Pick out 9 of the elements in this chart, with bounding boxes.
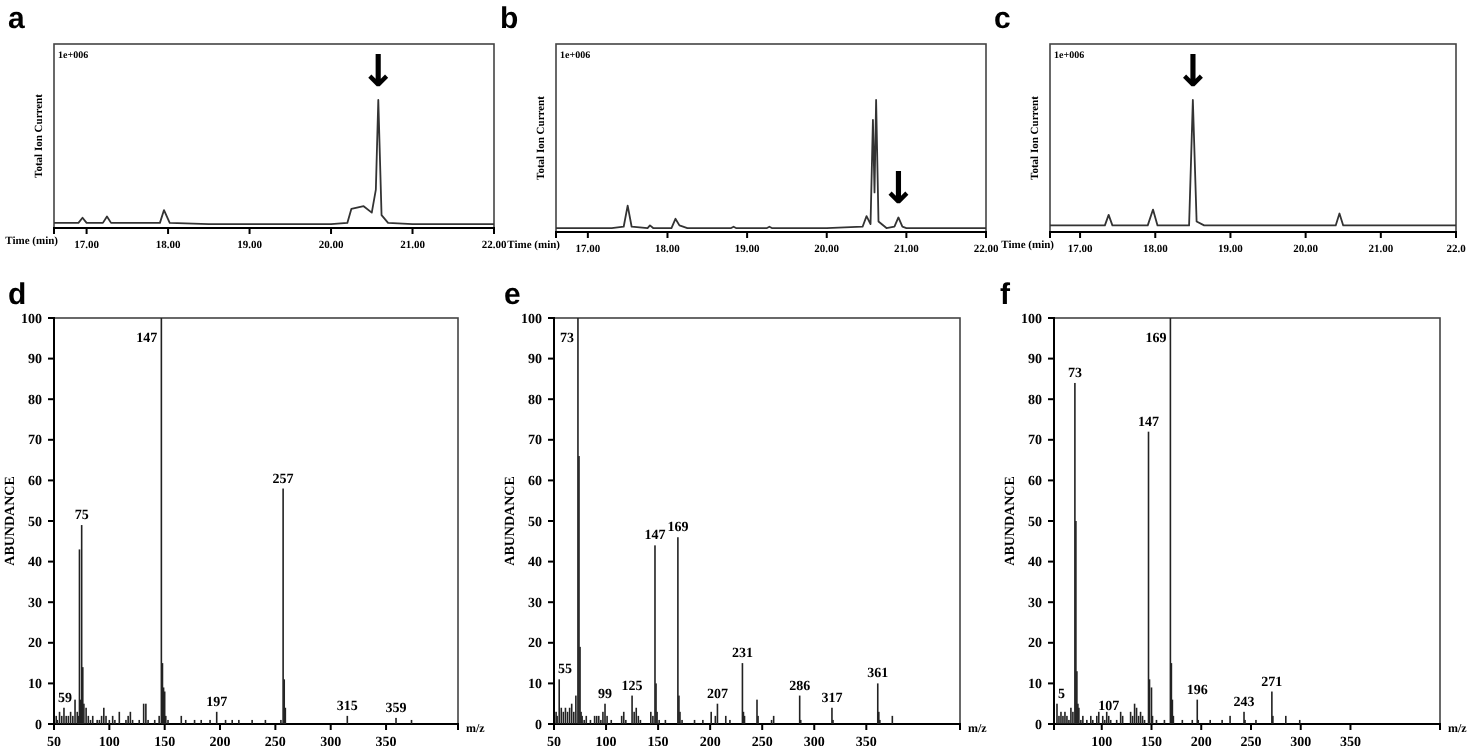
annotation: ↓: [359, 48, 397, 98]
chart-title: b: [500, 2, 519, 36]
chart-title: c: [994, 2, 1011, 36]
chart-title: a: [8, 2, 26, 36]
annotation: ↓: [879, 165, 917, 216]
annotation: ↓: [1174, 48, 1212, 98]
chart-title: d: [8, 278, 27, 312]
chart-title: e: [504, 278, 521, 312]
chart-title: f: [1000, 278, 1012, 312]
